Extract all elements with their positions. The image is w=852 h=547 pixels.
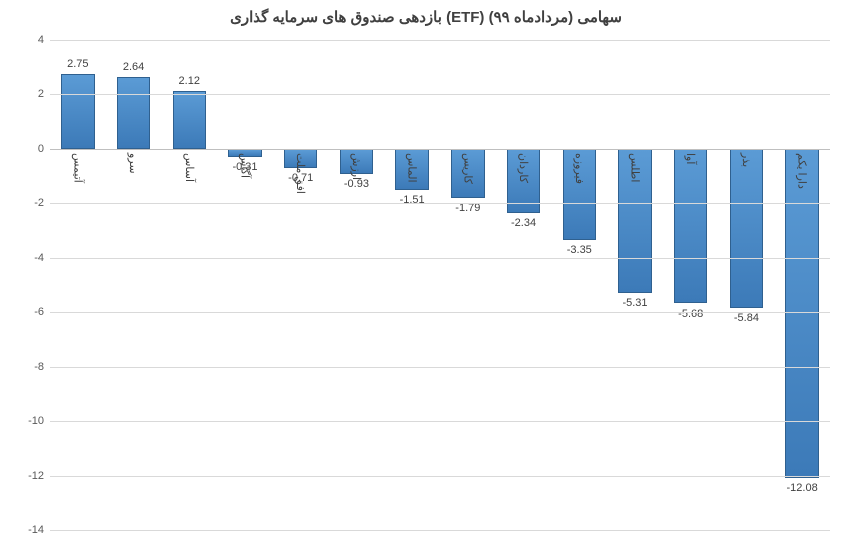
gridline (50, 476, 830, 477)
bar (674, 149, 707, 304)
bar-group: -0.93ارزش (340, 40, 373, 530)
category-label: الماس (406, 153, 419, 183)
bar (173, 91, 206, 149)
plot-area: 2.75 آتیمس 2.64 سرو 2.12 آساس -0.31آگاس -0.71اف… (50, 40, 830, 530)
category-label: آگاس (238, 153, 251, 178)
value-label: -5.68 (678, 308, 703, 320)
category-label: ارزش (350, 153, 363, 180)
category-label: کاریس (461, 153, 474, 184)
gridline (50, 40, 830, 41)
value-label: -2.34 (511, 217, 536, 229)
gridline (50, 258, 830, 259)
category-label: کاردان (517, 153, 530, 183)
bar-group: -1.51الماس (395, 40, 428, 530)
y-tick-label: -14 (28, 524, 44, 536)
y-tick-label: 2 (38, 88, 44, 100)
y-tick-label: -12 (28, 470, 44, 482)
value-label: -3.35 (567, 244, 592, 256)
bar-group: -0.31آگاس (228, 40, 261, 530)
y-tick-label: 4 (38, 34, 44, 46)
bar (117, 77, 150, 149)
y-tick-label: -4 (34, 252, 44, 264)
y-tick-label: -6 (34, 306, 44, 318)
bar-group: 2.12 آساس (173, 40, 206, 530)
bar-group: 2.64 سرو (117, 40, 150, 530)
category-label: دارا یکم (796, 153, 809, 189)
y-axis: 420-2-4-6-8-10-12-14 (0, 40, 50, 530)
value-label: 2.75 (67, 58, 88, 70)
category-label: سرو (127, 153, 140, 174)
gridline (50, 312, 830, 313)
category-label: آوا (684, 153, 697, 164)
value-label: 2.12 (179, 75, 200, 87)
gridline (50, 530, 830, 531)
category-label: افق ملت (294, 153, 307, 194)
bar-group: -5.68 آوا (674, 40, 707, 530)
gridline (50, 149, 830, 150)
y-tick-label: 0 (38, 143, 44, 155)
bar-group: -5.31 اطلس (618, 40, 651, 530)
y-tick-label: -2 (34, 197, 44, 209)
bar-group: 2.75 آتیمس (61, 40, 94, 530)
bar-group: -12.08 دارا یکم (785, 40, 818, 530)
chart-title: بازدهی صندوق های سرمایه گذاری (ETF) سهام… (0, 8, 852, 26)
gridline (50, 367, 830, 368)
value-label: -5.31 (622, 297, 647, 309)
gridline (50, 421, 830, 422)
y-tick-label: -10 (28, 415, 44, 427)
value-label: -0.93 (344, 178, 369, 190)
category-label: آساس (183, 153, 196, 182)
bar (730, 149, 763, 308)
bar (785, 149, 818, 478)
category-label: فیروزه (573, 153, 586, 184)
chart-container: بازدهی صندوق های سرمایه گذاری (ETF) سهام… (0, 0, 852, 547)
category-label: آتیمس (71, 153, 84, 183)
bars-layer: 2.75 آتیمس 2.64 سرو 2.12 آساس -0.31آگاس -0.71اف… (50, 40, 830, 530)
bar-group: -5.84 بذر (730, 40, 763, 530)
category-label: بذر (740, 153, 753, 167)
bar-group: -1.79کاریس (451, 40, 484, 530)
bar-group: -2.34 کاردان (507, 40, 540, 530)
value-label: -12.08 (787, 482, 818, 494)
value-label: 2.64 (123, 61, 144, 73)
bar-group: -0.71افق ملت (284, 40, 317, 530)
bar-group: -3.35 فیروزه (563, 40, 596, 530)
bar (61, 74, 94, 149)
gridline (50, 203, 830, 204)
gridline (50, 94, 830, 95)
category-label: اطلس (628, 153, 641, 182)
y-tick-label: -8 (34, 361, 44, 373)
value-label: -5.84 (734, 312, 759, 324)
